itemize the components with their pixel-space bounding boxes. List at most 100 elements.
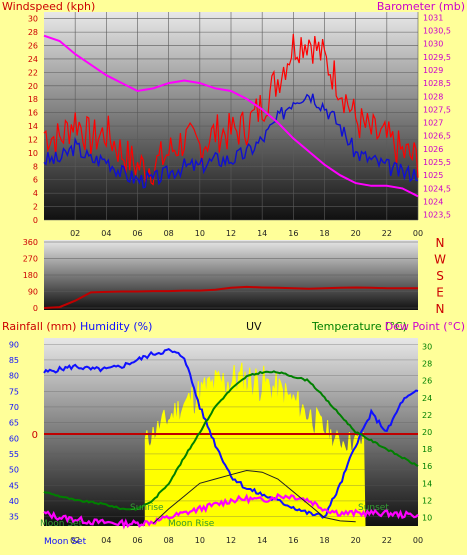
moon-set-label-bottom: Moon Set — [44, 537, 87, 547]
moon-set-label-top: Moon Set — [40, 519, 83, 529]
windspeed-tick: 14 — [28, 122, 38, 131]
humidity-tick: 90 — [9, 340, 19, 349]
direction-tick: 180 — [23, 271, 38, 280]
hour-tick: 08 — [164, 229, 174, 238]
barometer-tick-labels: 1023,5 1024 1024,5 1025 1025,5 1026 1026,5 1027… — [423, 13, 451, 219]
wind-barometer-panel: Windspeed (kph) Barometer (mb) 0 24 6 8 10 12… — [2, 0, 465, 238]
humidity-tick: 55 — [9, 450, 19, 459]
hour-tick: 10 — [195, 229, 205, 238]
dew-point-label: Dew Point (°C) — [385, 320, 465, 333]
barometer-tick: 1023,5 — [423, 211, 451, 220]
humidity-tick: 50 — [9, 466, 19, 475]
barometer-tick: 1024 — [423, 198, 443, 207]
barometer-tick: 1030 — [423, 40, 443, 49]
windspeed-tick: 12 — [28, 135, 38, 144]
hour-tick: 02 — [70, 229, 80, 238]
temperature-series — [43, 370, 419, 511]
hour-tick: 14 — [257, 229, 267, 238]
hour-tick: 22 — [382, 536, 392, 545]
temperature-tick: 12 — [422, 496, 432, 505]
wind-gridlines — [44, 12, 419, 221]
dew-point-series — [43, 492, 419, 530]
humidity-tick: 85 — [9, 356, 19, 365]
temperature-tick: 14 — [422, 479, 432, 488]
windspeed-tick: 28 — [28, 28, 38, 37]
temperature-tick: 10 — [422, 513, 432, 522]
humidity-tick: 60 — [9, 434, 19, 443]
hour-tick: 02 — [70, 536, 80, 545]
windspeed-tick: 8 — [33, 162, 38, 171]
windspeed-tick: 22 — [28, 68, 38, 77]
humidity-label: Humidity (%) — [80, 320, 152, 333]
hour-tick: 18 — [319, 536, 329, 545]
barometer-tick: 1030,5 — [423, 26, 451, 35]
rainfall-label: Rainfall (mm) — [2, 320, 76, 333]
temperature-tick-labels: 10 12 14 16 18 20 22 24 26 28 30 — [422, 343, 432, 523]
windspeed-tick: 16 — [28, 109, 38, 118]
temperature-tick: 28 — [422, 360, 432, 369]
hour-tick: 16 — [288, 229, 298, 238]
rainfall-zero-label: 0 — [32, 430, 38, 441]
compass-letter: E — [436, 286, 444, 300]
humidity-tick: 70 — [9, 403, 19, 412]
humidity-tick: 65 — [9, 419, 19, 428]
temperature-tick: 30 — [422, 343, 432, 352]
windspeed-tick: 6 — [33, 176, 38, 185]
average-wind-series — [43, 93, 419, 189]
uv-label: UV — [246, 320, 262, 333]
compass-letter: W — [434, 253, 446, 267]
humidity-tick: 75 — [9, 387, 19, 396]
temp-hour-tick-labels: 02 04 06 08 10 12 14 16 18 20 22 00 — [70, 536, 423, 545]
humidity-tick: 45 — [9, 481, 19, 490]
windspeed-tick: 26 — [28, 42, 38, 51]
direction-tick: 90 — [28, 288, 38, 297]
hour-tick: 00 — [413, 536, 423, 545]
barometer-tick: 1025,5 — [423, 158, 451, 167]
humidity-tick: 80 — [9, 372, 19, 381]
hour-tick: 22 — [382, 229, 392, 238]
barometer-tick: 1026,5 — [423, 132, 451, 141]
barometer-tick: 1028,5 — [423, 79, 451, 88]
wind-hour-tick-labels: 02 04 06 08 10 12 14 16 18 20 22 00 — [70, 229, 423, 238]
windspeed-tick: 18 — [28, 95, 38, 104]
temperature-tick: 18 — [422, 445, 432, 454]
temperature-tick: 20 — [422, 428, 432, 437]
hour-tick: 00 — [413, 229, 423, 238]
compass-letter: N — [436, 302, 445, 316]
windspeed-tick: 20 — [28, 82, 38, 91]
humidity-series — [43, 347, 419, 519]
temp-gridlines — [44, 344, 418, 517]
direction-tick: 360 — [23, 238, 38, 247]
compass-letter: S — [436, 269, 444, 283]
hour-tick: 12 — [226, 536, 236, 545]
hour-tick: 08 — [164, 536, 174, 545]
barometer-axis-label: Barometer (mb) — [377, 0, 465, 13]
compass-letter: N — [436, 236, 445, 250]
sunset-label: Sunset — [358, 503, 389, 513]
barometer-tick: 1026 — [423, 145, 443, 154]
inner-series — [152, 469, 356, 524]
moon-rise-label: Moon Rise — [168, 519, 215, 529]
barometer-tick: 1024,5 — [423, 184, 451, 193]
humidity-tick: 35 — [9, 513, 19, 522]
windspeed-tick: 2 — [33, 203, 38, 212]
direction-tick-labels: 0 90 180 270 360 — [23, 238, 38, 313]
hour-tick: 04 — [101, 229, 111, 238]
temperature-tick: 16 — [422, 462, 432, 471]
windspeed-tick: 24 — [28, 55, 38, 64]
hour-tick: 06 — [132, 536, 142, 545]
windspeed-tick: 0 — [33, 216, 38, 225]
hour-tick: 20 — [351, 229, 361, 238]
temperature-tick: 22 — [422, 411, 432, 420]
temperature-tick: 24 — [422, 394, 432, 403]
hour-tick: 04 — [101, 536, 111, 545]
direction-tick: 0 — [33, 304, 38, 313]
hour-tick: 12 — [226, 229, 236, 238]
windspeed-axis-label: Windspeed (kph) — [2, 0, 95, 13]
windspeed-tick: 10 — [28, 149, 38, 158]
barometer-tick: 1027,5 — [423, 105, 451, 114]
hour-tick: 16 — [288, 536, 298, 545]
